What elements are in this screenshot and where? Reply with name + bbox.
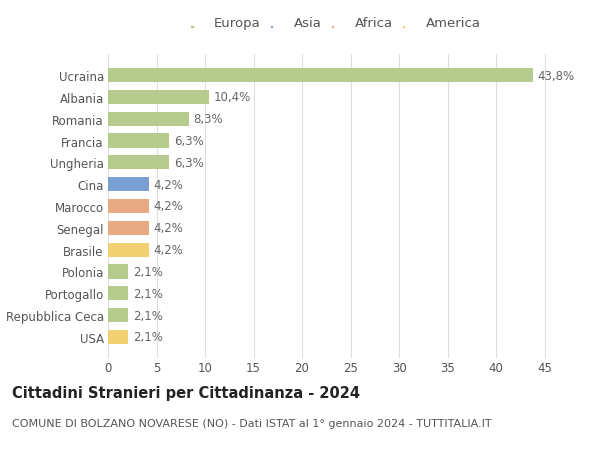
Bar xyxy=(108,69,533,83)
Bar xyxy=(108,286,128,301)
Text: 10,4%: 10,4% xyxy=(214,91,251,104)
Text: 4,2%: 4,2% xyxy=(154,200,184,213)
Legend: Europa, Asia, Africa, America: Europa, Asia, Africa, America xyxy=(187,13,485,34)
Bar xyxy=(108,308,128,323)
Text: 8,3%: 8,3% xyxy=(193,113,223,126)
Bar xyxy=(108,178,149,192)
Bar xyxy=(108,134,169,148)
Bar xyxy=(108,90,209,105)
Text: 4,2%: 4,2% xyxy=(154,178,184,191)
Text: 4,2%: 4,2% xyxy=(154,244,184,257)
Text: COMUNE DI BOLZANO NOVARESE (NO) - Dati ISTAT al 1° gennaio 2024 - TUTTITALIA.IT: COMUNE DI BOLZANO NOVARESE (NO) - Dati I… xyxy=(12,418,491,428)
Text: 43,8%: 43,8% xyxy=(538,69,575,83)
Bar xyxy=(108,200,149,213)
Text: 2,1%: 2,1% xyxy=(133,330,163,344)
Bar xyxy=(108,330,128,344)
Text: 2,1%: 2,1% xyxy=(133,265,163,278)
Text: 2,1%: 2,1% xyxy=(133,309,163,322)
Bar xyxy=(108,243,149,257)
Bar xyxy=(108,112,188,127)
Bar xyxy=(108,265,128,279)
Text: 4,2%: 4,2% xyxy=(154,222,184,235)
Text: Cittadini Stranieri per Cittadinanza - 2024: Cittadini Stranieri per Cittadinanza - 2… xyxy=(12,386,360,401)
Text: 6,3%: 6,3% xyxy=(174,135,204,148)
Text: 6,3%: 6,3% xyxy=(174,157,204,169)
Bar xyxy=(108,221,149,235)
Text: 2,1%: 2,1% xyxy=(133,287,163,300)
Bar xyxy=(108,156,169,170)
